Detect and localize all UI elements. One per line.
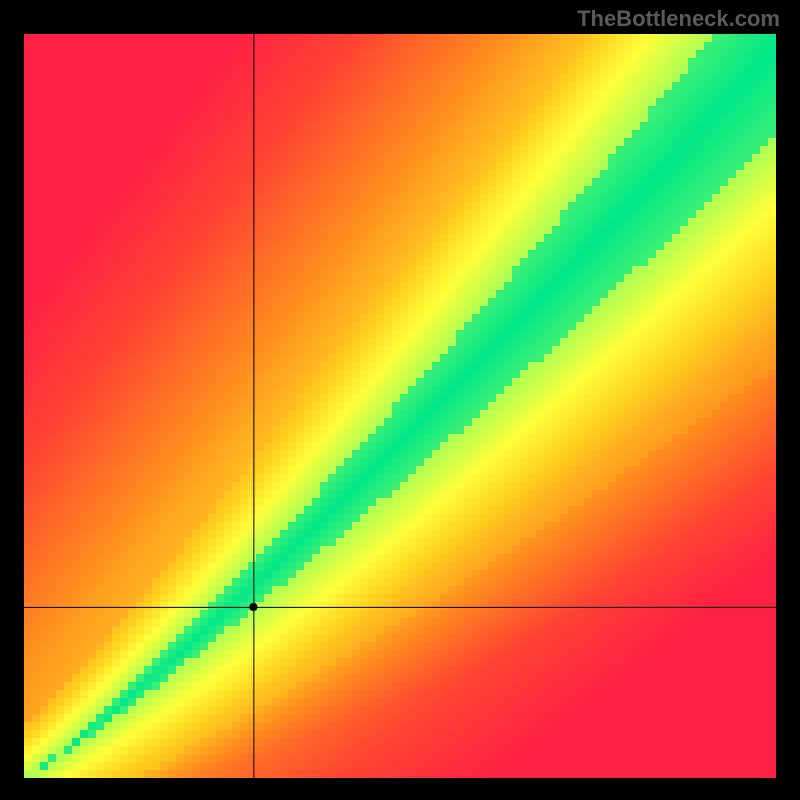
bottleneck-heatmap xyxy=(0,0,800,800)
chart-container: TheBottleneck.com xyxy=(0,0,800,800)
watermark-text: TheBottleneck.com xyxy=(577,6,780,32)
